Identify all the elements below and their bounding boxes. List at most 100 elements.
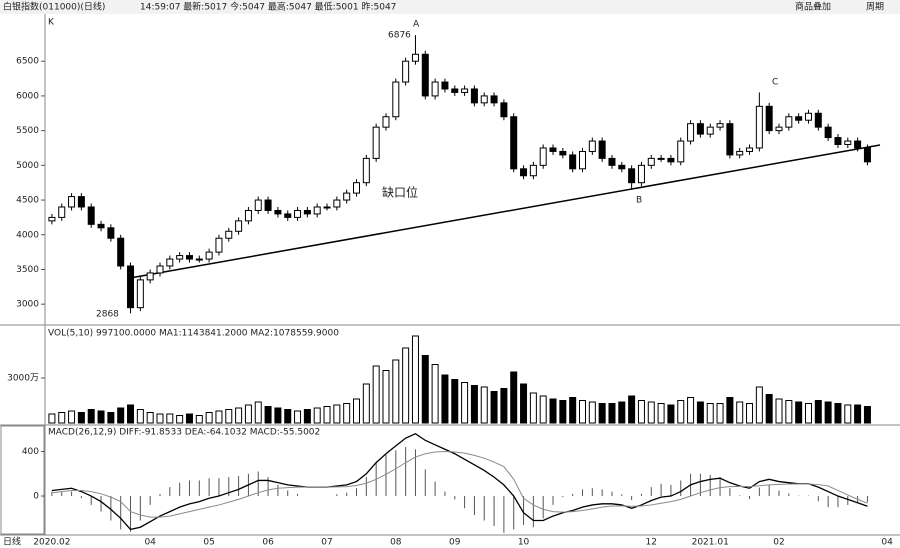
volume-bar xyxy=(510,371,518,424)
candle-body xyxy=(559,150,567,156)
candle-body xyxy=(490,95,498,104)
volume-bar xyxy=(431,364,439,424)
candle-body xyxy=(225,230,233,239)
volume-bar xyxy=(775,398,783,424)
candle-body xyxy=(677,140,685,163)
candle-body xyxy=(323,206,331,209)
candle-body xyxy=(313,206,321,215)
candle-body xyxy=(166,258,174,267)
candle-body xyxy=(127,265,135,309)
x-tick-label: 2021.01 xyxy=(692,538,729,548)
volume-bar xyxy=(588,401,596,424)
volume-bar xyxy=(746,403,754,424)
volume-bar xyxy=(323,406,331,424)
candle-body xyxy=(608,157,616,166)
candle-body xyxy=(244,209,252,222)
volume-bar xyxy=(411,335,419,424)
candle-body xyxy=(696,123,704,135)
candle-body xyxy=(451,88,459,93)
annotation: 缺口位 xyxy=(382,185,418,200)
volume-bar xyxy=(461,382,469,424)
candle-body xyxy=(480,95,488,104)
candle-body xyxy=(284,213,292,218)
candle-body xyxy=(863,147,871,163)
candle-body xyxy=(441,81,449,90)
volume-bar xyxy=(804,403,812,424)
volume-bar xyxy=(127,404,135,424)
candle-body xyxy=(421,53,429,97)
volume-bar xyxy=(77,412,85,424)
volume-bar xyxy=(225,409,233,424)
candle-body xyxy=(185,255,193,260)
candle-body xyxy=(746,147,754,152)
annotation: 6876 xyxy=(388,31,411,41)
annotation: B xyxy=(636,196,642,206)
x-tick-label: 10 xyxy=(518,538,530,548)
candle-body xyxy=(824,126,832,139)
candle-body xyxy=(87,206,95,225)
x-tick-label: 08 xyxy=(390,538,402,548)
candle-body xyxy=(775,126,783,132)
volume-bar xyxy=(598,403,606,424)
candle-body xyxy=(146,272,154,281)
candle-body xyxy=(795,116,803,121)
candle-body xyxy=(549,147,557,152)
volume-bar xyxy=(353,398,361,424)
volume-bar xyxy=(254,401,262,424)
volume-bar xyxy=(421,355,429,424)
macd-line xyxy=(51,450,868,518)
candle-body xyxy=(834,137,842,146)
candle-body xyxy=(667,157,675,163)
volume-bar xyxy=(559,400,567,424)
y-tick-label: 3500 xyxy=(16,265,39,275)
candle-body xyxy=(637,164,645,184)
volume-bar xyxy=(235,407,243,424)
volume-bar xyxy=(854,404,862,424)
candle-body xyxy=(48,216,56,222)
candle-body xyxy=(470,88,478,104)
volume-bar xyxy=(549,398,557,424)
candle-body xyxy=(264,199,272,211)
tool-button[interactable]: 周期 xyxy=(866,2,884,13)
y-tick-label: 3000 xyxy=(16,300,39,310)
candle-body xyxy=(657,157,665,160)
volume-bar xyxy=(68,410,76,424)
volume-bar xyxy=(215,410,223,424)
candle-body xyxy=(520,168,528,177)
candle-body xyxy=(382,116,390,128)
candle-body xyxy=(539,147,547,166)
candle-body xyxy=(706,126,714,135)
volume-bar xyxy=(480,386,488,424)
candle-body xyxy=(235,220,243,232)
volume-bar xyxy=(795,401,803,424)
volume-bar xyxy=(136,409,144,424)
volume-bar xyxy=(755,386,763,424)
candle-body xyxy=(687,123,695,142)
volume-bar xyxy=(529,392,537,424)
y-tick-label: 400 xyxy=(22,447,39,457)
volume-bar xyxy=(274,407,282,424)
volume-bar xyxy=(637,400,645,424)
volume-bar xyxy=(451,379,459,424)
panel-label: VOL(5,10) 997100.0000 MA1:1143841.2000 M… xyxy=(48,329,339,339)
volume-bar xyxy=(490,391,498,424)
panel-label: K xyxy=(48,18,55,28)
candle-body xyxy=(215,237,223,253)
tool-button[interactable]: 商品叠加 xyxy=(795,1,831,13)
x-tick-label: 07 xyxy=(321,538,332,548)
candle-body xyxy=(136,279,144,309)
volume-bar xyxy=(107,412,115,424)
volume-bar xyxy=(185,413,193,424)
annotation: C xyxy=(772,78,778,88)
candle-body xyxy=(77,196,85,208)
volume-bar xyxy=(667,404,675,424)
candle-body xyxy=(411,53,419,62)
volume-bar xyxy=(618,401,626,424)
candle-body xyxy=(343,192,351,201)
volume-bar xyxy=(765,394,773,424)
candle-body xyxy=(461,88,469,93)
candle-body xyxy=(716,123,724,128)
candle-body xyxy=(402,60,410,83)
volume-bar xyxy=(736,401,744,424)
candle-body xyxy=(726,123,734,156)
